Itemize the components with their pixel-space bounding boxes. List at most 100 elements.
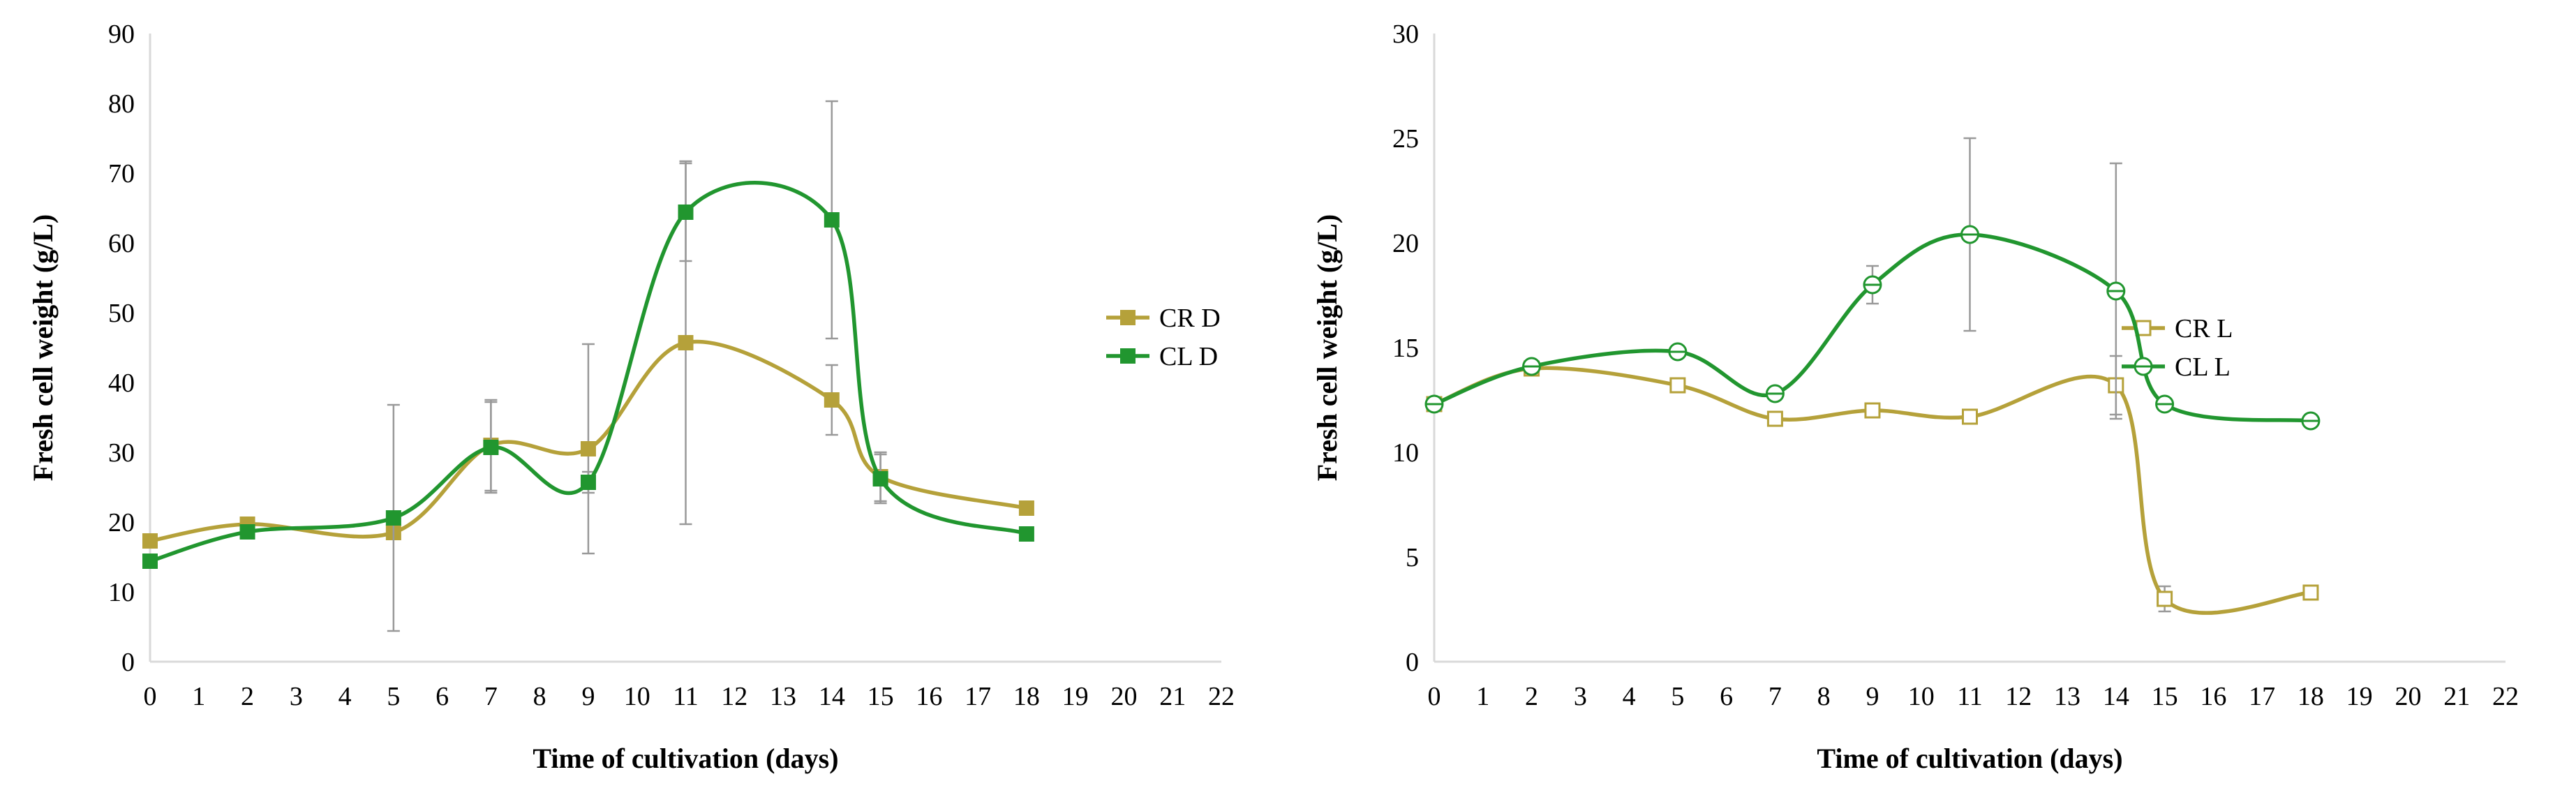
y-tick-label: 10: [108, 578, 135, 607]
x-tick-label: 6: [435, 682, 449, 711]
x-tick-label: 3: [290, 682, 303, 711]
x-tick-label: 0: [1428, 682, 1441, 711]
x-tick-label: 1: [1476, 682, 1489, 711]
y-tick-label: 15: [1392, 334, 1419, 363]
data-point: [678, 335, 694, 350]
data-point: [1962, 408, 1978, 425]
y-tick-label: 30: [108, 438, 135, 468]
y-tick-label: 25: [1392, 124, 1419, 154]
y-tick-label: 0: [1406, 648, 1419, 677]
x-tick-label: 7: [484, 682, 498, 711]
x-tick-label: 5: [387, 682, 400, 711]
legend-marker: [1120, 348, 1136, 364]
x-tick-label: 10: [1908, 682, 1935, 711]
legend-item: CR D: [1106, 304, 1221, 333]
y-tick-label: 0: [121, 648, 135, 677]
y-tick-label: 60: [108, 229, 135, 258]
x-axis-title: Time of cultivation (days): [1817, 743, 2122, 774]
x-tick-label: 21: [2443, 682, 2470, 711]
x-tick-label: 7: [1769, 682, 1782, 711]
x-tick-label: 11: [673, 682, 699, 711]
y-tick-label: 80: [108, 89, 135, 119]
x-tick-label: 15: [2152, 682, 2178, 711]
x-tick-label: 1: [192, 682, 205, 711]
data-point: [580, 475, 596, 490]
x-tick-label: 19: [1062, 682, 1089, 711]
legend-label: CR L: [2175, 314, 2233, 343]
x-tick-label: 17: [965, 682, 991, 711]
data-point: [1766, 410, 1783, 427]
y-tick-label: 20: [108, 508, 135, 537]
x-tick-label: 17: [2249, 682, 2275, 711]
x-tick-label: 8: [533, 682, 546, 711]
legend-item: CL D: [1106, 342, 1218, 371]
x-tick-label: 9: [1866, 682, 1879, 711]
x-tick-label: 8: [1817, 682, 1831, 711]
x-tick-label: 18: [1013, 682, 1040, 711]
x-tick-label: 12: [2005, 682, 2032, 711]
x-tick-label: 20: [1110, 682, 1137, 711]
x-tick-label: 9: [581, 682, 595, 711]
y-tick-label: 70: [108, 159, 135, 188]
x-tick-label: 16: [916, 682, 942, 711]
x-tick-label: 22: [2492, 682, 2519, 711]
data-point: [385, 510, 401, 526]
data-point: [824, 392, 840, 408]
x-tick-label: 10: [624, 682, 650, 711]
data-point: [872, 471, 888, 486]
y-axis-title: Fresh cell weight (g/L): [1311, 214, 1343, 482]
x-tick-label: 22: [1208, 682, 1235, 711]
x-tick-label: 12: [721, 682, 747, 711]
data-point: [483, 440, 499, 455]
y-tick-label: 90: [108, 20, 135, 49]
x-tick-label: 19: [2346, 682, 2373, 711]
x-tick-label: 14: [819, 682, 845, 711]
y-tick-label: 30: [1392, 20, 1419, 49]
x-tick-label: 3: [1574, 682, 1587, 711]
x-tick-label: 13: [770, 682, 796, 711]
x-axis-title: Time of cultivation (days): [533, 743, 838, 774]
data-point: [580, 441, 596, 456]
y-tick-label: 5: [1406, 543, 1419, 572]
x-tick-label: 6: [1720, 682, 1733, 711]
legend-item: CL L: [2122, 352, 2231, 382]
x-tick-label: 21: [1159, 682, 1186, 711]
data-point: [2302, 584, 2319, 601]
x-tick-label: 5: [1671, 682, 1684, 711]
x-tick-label: 4: [1623, 682, 1636, 711]
series-cl-l: [1424, 137, 2321, 431]
x-tick-label: 2: [1525, 682, 1538, 711]
x-tick-label: 16: [2200, 682, 2226, 711]
x-tick-label: 18: [2298, 682, 2324, 711]
legend-label: CL D: [1159, 342, 1218, 371]
data-point: [239, 524, 255, 540]
series-line: [149, 181, 1027, 563]
legend-marker: [1120, 310, 1136, 325]
series-cl-d: [142, 100, 1034, 632]
y-axis-title: Fresh cell weight (g/L): [27, 214, 59, 482]
x-tick-label: 0: [144, 682, 157, 711]
x-tick-label: 11: [1957, 682, 1983, 711]
y-tick-label: 40: [108, 369, 135, 398]
y-tick-label: 20: [1392, 229, 1419, 258]
series-line: [1434, 366, 2311, 615]
x-tick-label: 4: [338, 682, 352, 711]
data-point: [678, 205, 694, 220]
data-point: [2157, 590, 2173, 607]
legend-label: CL L: [2175, 352, 2231, 382]
x-tick-label: 20: [2395, 682, 2421, 711]
x-tick-label: 2: [241, 682, 254, 711]
data-point: [1018, 500, 1034, 516]
legend-label: CR D: [1159, 304, 1221, 333]
data-point: [142, 533, 158, 549]
data-point: [142, 553, 158, 569]
data-point: [824, 212, 840, 228]
x-tick-label: 13: [2054, 682, 2080, 711]
x-tick-label: 15: [868, 682, 894, 711]
data-point: [1669, 377, 1686, 394]
data-point: [1864, 402, 1881, 419]
